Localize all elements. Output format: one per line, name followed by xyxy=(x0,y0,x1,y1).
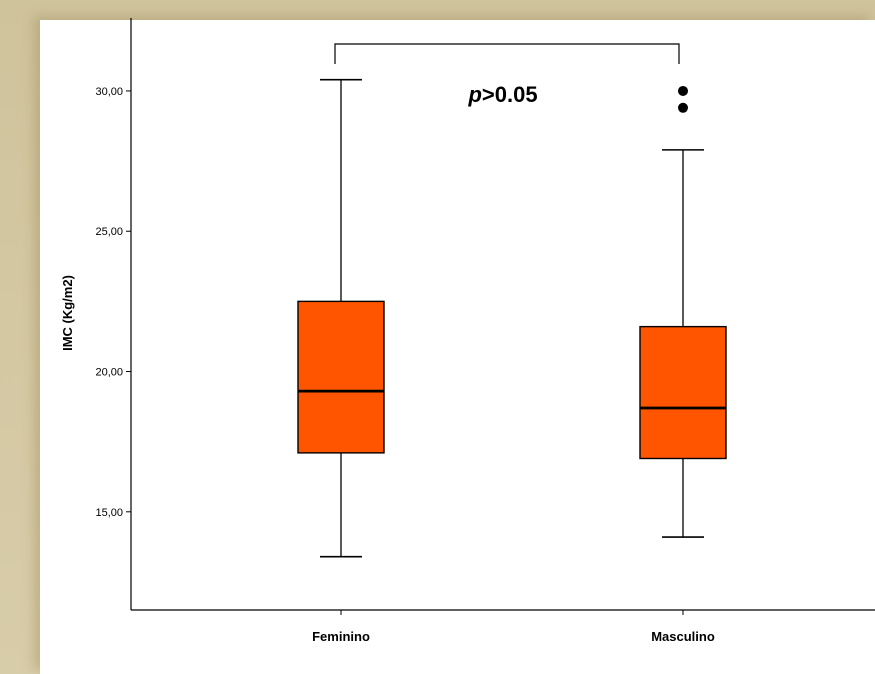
box-feminino xyxy=(297,78,385,615)
y-ticks-group: 15,00 20,00 25,00 30,00 xyxy=(95,86,131,519)
iqr-box xyxy=(639,325,727,460)
significance-bracket xyxy=(334,43,680,64)
chart-panel xyxy=(40,20,875,674)
y-tick-label: 25,00 xyxy=(95,226,123,238)
p-threshold: >0.05 xyxy=(482,82,538,107)
box-masculino xyxy=(639,85,727,615)
p-symbol: p xyxy=(467,82,481,107)
category-labels-group: Feminino Masculino xyxy=(312,629,715,644)
y-axis-label: IMC (Kg/m2) xyxy=(60,275,75,351)
y-tick-label: 20,00 xyxy=(95,367,123,379)
outlier-point xyxy=(678,102,688,113)
iqr-box xyxy=(297,300,385,454)
y-tick-label: 15,00 xyxy=(95,507,123,519)
outlier-point xyxy=(678,85,688,96)
boxes-group xyxy=(297,78,727,615)
y-tick-label: 30,00 xyxy=(95,86,123,98)
x-category-label: Masculino xyxy=(651,629,715,644)
significance-annotation-group: p>0.05 xyxy=(334,43,680,107)
p-value-label: p>0.05 xyxy=(467,82,537,107)
x-category-label: Feminino xyxy=(312,629,370,644)
